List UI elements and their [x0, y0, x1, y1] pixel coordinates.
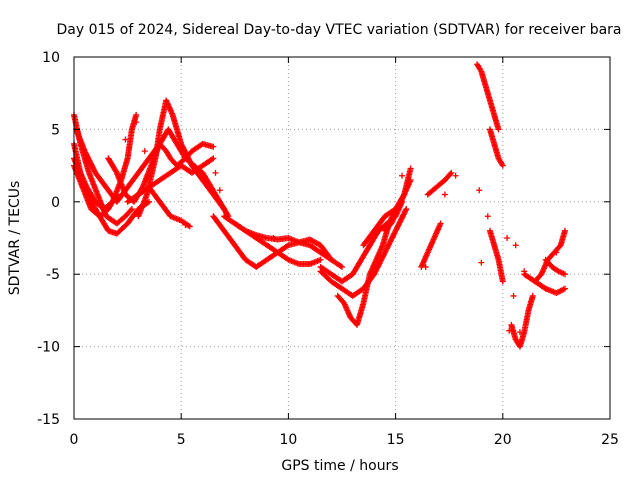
data-point	[516, 329, 523, 336]
data-point	[447, 171, 454, 178]
y-tick-label: 10	[42, 50, 60, 66]
series-arc-4	[71, 162, 120, 220]
data-point	[186, 223, 193, 230]
y-tick-label: 0	[51, 195, 60, 211]
data-point	[184, 154, 191, 161]
ticks-layer: 0 5 10 15 20 25 -15 -10 -5 0 5 10	[37, 50, 619, 448]
x-tick-label: 5	[177, 432, 186, 448]
data-point	[178, 142, 185, 149]
data-point	[407, 165, 414, 172]
data-point	[270, 235, 277, 241]
data-point	[561, 271, 568, 278]
data-point	[182, 221, 189, 228]
series-arc-26	[542, 256, 568, 278]
data-point	[210, 155, 217, 162]
series-arc-8	[124, 184, 193, 230]
series-scattered	[122, 119, 560, 336]
series-arc-24	[531, 227, 568, 285]
y-tick-label: -5	[46, 267, 60, 283]
data-point	[441, 191, 448, 198]
data-point	[216, 187, 223, 194]
data-point	[422, 263, 429, 270]
y-tick-label: -10	[37, 340, 60, 356]
data-point	[452, 172, 459, 179]
data-point	[128, 206, 135, 213]
data-point	[407, 177, 414, 184]
plot-frame	[73, 56, 611, 420]
data-point	[133, 119, 140, 126]
series-arc-17	[381, 177, 414, 234]
marks-layer	[71, 61, 568, 350]
data-point	[448, 169, 455, 176]
data-point	[484, 213, 491, 220]
series-arc-12	[231, 220, 345, 270]
data-point	[387, 237, 394, 244]
data-point	[209, 156, 216, 163]
data-point	[127, 207, 134, 214]
series-arc-23	[508, 292, 536, 350]
data-point	[437, 220, 444, 227]
data-point	[339, 263, 345, 270]
data-point	[85, 154, 92, 161]
data-point	[529, 292, 536, 299]
data-point	[512, 242, 519, 249]
series-arc-25	[521, 271, 568, 297]
y-axis-title: SDTVAR / TECUs	[7, 181, 23, 296]
data-point	[337, 263, 344, 270]
data-point	[284, 243, 291, 250]
x-tick-label: 25	[601, 432, 619, 448]
series-arc-19	[424, 169, 455, 198]
data-point	[542, 285, 549, 292]
data-point	[393, 225, 400, 232]
data-point	[212, 169, 219, 176]
y-tick-label: 5	[51, 122, 60, 138]
series-arc-14	[317, 206, 410, 299]
data-point	[561, 227, 568, 234]
data-point	[521, 268, 528, 275]
data-point	[317, 256, 324, 263]
series-arc-16	[360, 165, 414, 249]
data-point	[553, 249, 560, 256]
data-point	[210, 143, 217, 150]
x-tick-label: 20	[494, 432, 512, 448]
data-point	[510, 292, 517, 299]
data-point	[221, 206, 228, 213]
x-tick-label: 10	[279, 432, 297, 448]
series-arc-20	[474, 61, 502, 133]
series-arc-18	[418, 220, 444, 270]
data-point	[141, 148, 148, 155]
grid-layer	[74, 57, 610, 419]
series-arc-21	[486, 126, 506, 169]
data-point	[499, 162, 506, 169]
data-point	[90, 165, 97, 172]
series-arc-22	[486, 227, 506, 285]
data-point	[133, 111, 140, 118]
data-point	[478, 259, 485, 266]
data-point	[561, 285, 568, 292]
data-point	[113, 191, 120, 198]
data-point	[398, 215, 405, 222]
chart-title: Day 015 of 2024, Sidereal Day-to-day VTE…	[56, 22, 621, 38]
x-tick-label: 0	[70, 432, 79, 448]
data-point	[476, 187, 483, 194]
data-point	[399, 172, 406, 179]
data-point	[403, 206, 410, 213]
data-point	[220, 204, 227, 211]
data-point	[506, 327, 513, 334]
x-tick-label: 15	[387, 432, 405, 448]
data-point	[495, 126, 502, 133]
data-point	[383, 246, 390, 253]
x-axis-title: GPS time / hours	[281, 458, 398, 474]
data-point	[499, 278, 506, 285]
data-point	[504, 235, 511, 241]
y-tick-label: -15	[37, 412, 60, 428]
series-arc-9	[146, 155, 217, 191]
data-point	[122, 136, 129, 143]
